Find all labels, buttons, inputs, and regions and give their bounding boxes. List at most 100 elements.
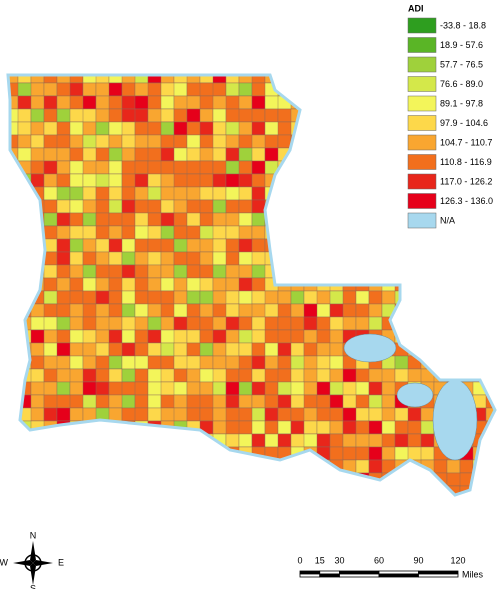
map-tract — [8, 290, 32, 305]
map-tract — [446, 251, 461, 266]
map-tract — [355, 303, 370, 318]
map-tract — [316, 134, 331, 149]
map-tract — [238, 316, 253, 331]
map-tract — [355, 75, 370, 84]
map-tract — [82, 459, 110, 474]
scale-label: 120 — [450, 555, 465, 565]
map-tract — [17, 433, 45, 448]
map-tract — [459, 316, 487, 331]
map-tract — [394, 186, 409, 201]
map-tract — [433, 303, 461, 318]
map-tract — [238, 186, 253, 201]
map-tract — [499, 343, 504, 356]
map-tract — [160, 342, 175, 357]
map-tract — [147, 355, 162, 370]
map-tract — [329, 238, 344, 253]
map-tract — [95, 342, 110, 357]
map-tract — [499, 109, 504, 122]
map-tract — [121, 342, 136, 357]
map-tract — [95, 485, 110, 495]
map-tract — [238, 225, 253, 240]
map-tract — [96, 499, 109, 512]
scale-label: 90 — [413, 555, 423, 565]
map-tract — [316, 199, 331, 214]
map-tract — [499, 96, 504, 109]
map-tract — [30, 238, 45, 253]
map-tract — [69, 433, 84, 448]
map-tract — [56, 212, 71, 227]
map-tract — [121, 199, 136, 214]
map-tract — [82, 329, 97, 344]
map-tract — [43, 173, 58, 188]
map-tract — [446, 264, 461, 279]
map-tract — [433, 355, 448, 370]
map-tract — [225, 199, 240, 214]
map-tract — [251, 147, 266, 162]
map-tract — [420, 433, 435, 448]
map-tract — [174, 499, 187, 512]
map-tract — [56, 160, 71, 175]
map-tract — [238, 199, 253, 214]
map-tract — [381, 394, 396, 409]
map-tract — [212, 459, 240, 474]
map-tract — [459, 303, 474, 318]
map-tract — [43, 459, 71, 474]
map-tract — [343, 499, 369, 512]
map-tract — [147, 173, 162, 188]
map-tract — [290, 459, 305, 474]
map-tract — [394, 264, 409, 279]
map-tract — [108, 290, 123, 305]
legend-title: ADI — [408, 3, 424, 13]
map-tract — [485, 121, 495, 136]
map-tract — [134, 134, 149, 149]
map-tract — [420, 446, 435, 461]
map-tract — [56, 225, 71, 240]
map-tract — [407, 264, 435, 279]
map-tract — [251, 173, 266, 188]
map-tract — [56, 147, 71, 162]
map-tract — [303, 251, 331, 266]
map-tract — [147, 446, 175, 461]
map-tract — [499, 369, 504, 382]
map-tract — [8, 485, 32, 495]
map-tract — [303, 342, 318, 357]
map-tract — [147, 459, 175, 474]
map-tract — [173, 485, 201, 495]
map-tract — [199, 446, 227, 461]
map-tract — [173, 290, 188, 305]
map-tract — [95, 212, 110, 227]
map-tract — [446, 355, 474, 370]
map-tract — [473, 499, 499, 512]
map-tract — [252, 499, 278, 512]
map-tract — [355, 147, 383, 162]
compass-s: S — [30, 583, 36, 589]
map-tract — [121, 225, 136, 240]
map-tract — [355, 173, 383, 188]
map-tract — [303, 329, 318, 344]
map-tract — [499, 408, 504, 421]
map-tract — [147, 264, 162, 279]
map-tract — [368, 160, 396, 175]
map-tract — [56, 355, 71, 370]
map-tract — [355, 381, 370, 396]
map-tract — [212, 355, 227, 370]
map-tract — [134, 381, 149, 396]
map-tract — [485, 82, 495, 97]
map-tract — [225, 329, 240, 344]
map-tract — [446, 329, 474, 344]
map-tract — [342, 446, 357, 461]
map-tract — [225, 82, 240, 97]
map-tract — [277, 199, 305, 214]
map-tract — [69, 446, 97, 461]
map-tract — [368, 303, 383, 318]
map-tract — [238, 459, 253, 474]
water — [343, 333, 397, 363]
map-tract — [290, 186, 305, 201]
map-tract — [109, 499, 122, 512]
map-tract — [251, 225, 266, 240]
map-tract — [355, 160, 370, 175]
map-tract — [17, 446, 45, 461]
map-tract — [134, 433, 149, 448]
map-tract — [355, 290, 370, 305]
map-tract — [329, 173, 357, 188]
